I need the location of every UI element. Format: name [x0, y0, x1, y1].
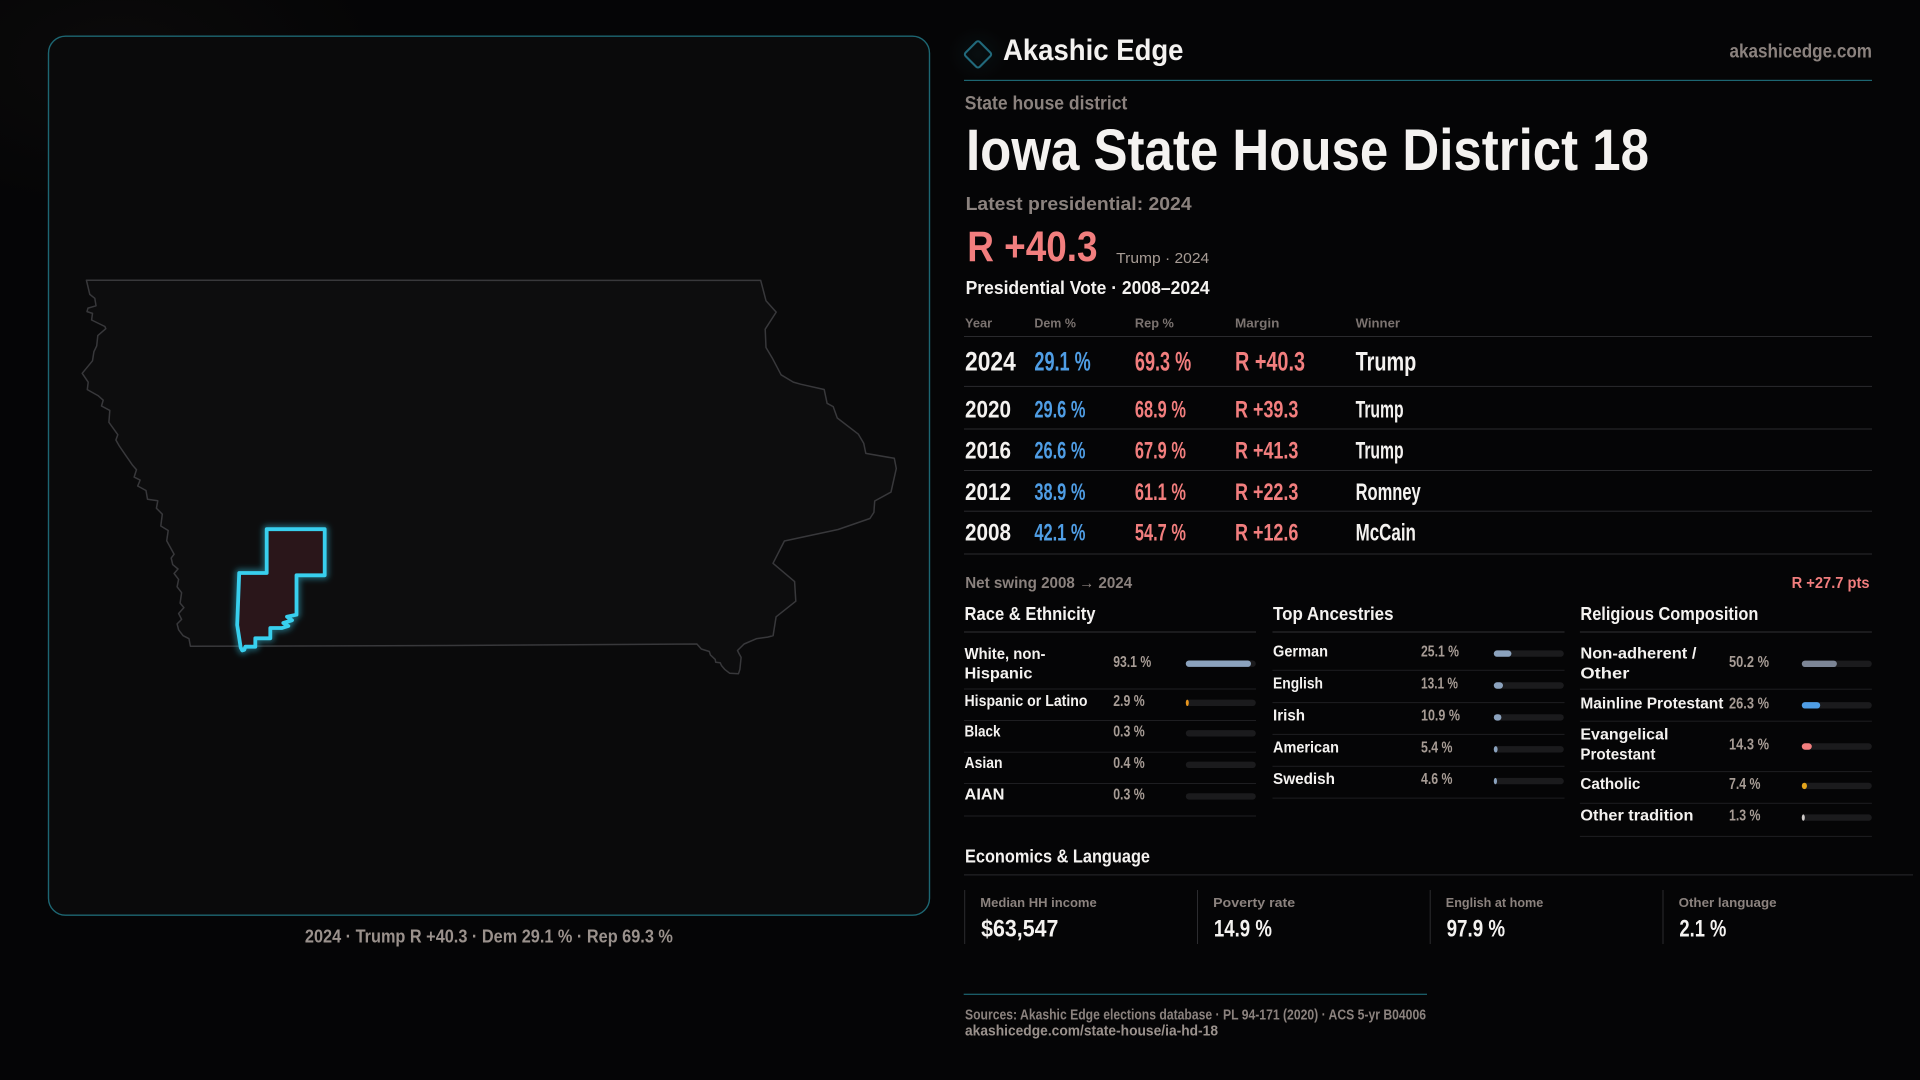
- svg-text:Hispanic or Latino: Hispanic or Latino: [965, 693, 1088, 710]
- svg-text:Mainline Protestant: Mainline Protestant: [1580, 695, 1724, 712]
- svg-text:R +41.3: R +41.3: [1235, 438, 1298, 465]
- svg-text:61.1 %: 61.1 %: [1135, 479, 1186, 506]
- svg-text:1.3 %: 1.3 %: [1729, 808, 1761, 825]
- svg-text:White, non-: White, non-: [965, 646, 1046, 663]
- svg-text:R +40.3: R +40.3: [1235, 347, 1305, 377]
- svg-text:2016: 2016: [965, 438, 1011, 465]
- svg-text:2.1 %: 2.1 %: [1679, 916, 1726, 943]
- svg-text:$63,547: $63,547: [981, 916, 1058, 943]
- svg-text:2020: 2020: [965, 396, 1011, 423]
- svg-text:Trump: Trump: [1356, 396, 1404, 423]
- svg-text:Latest presidential: 2024: Latest presidential: 2024: [966, 193, 1193, 214]
- svg-text:2012: 2012: [965, 479, 1011, 506]
- svg-text:Black: Black: [965, 723, 1001, 740]
- svg-text:Trump · 2024: Trump · 2024: [1116, 250, 1209, 267]
- svg-text:Romney: Romney: [1356, 479, 1422, 506]
- svg-text:Swedish: Swedish: [1273, 771, 1335, 788]
- svg-text:Religious Composition: Religious Composition: [1580, 603, 1758, 624]
- svg-text:26.3 %: 26.3 %: [1729, 695, 1769, 712]
- svg-text:German: German: [1273, 644, 1328, 661]
- svg-text:Year: Year: [965, 315, 992, 330]
- svg-text:Race & Ethnicity: Race & Ethnicity: [965, 603, 1097, 624]
- svg-text:AIAN: AIAN: [965, 787, 1005, 804]
- svg-text:R +39.3: R +39.3: [1235, 396, 1298, 423]
- svg-text:54.7 %: 54.7 %: [1135, 520, 1186, 547]
- svg-text:29.6 %: 29.6 %: [1034, 396, 1085, 423]
- svg-text:50.2 %: 50.2 %: [1729, 654, 1769, 671]
- svg-text:Trump: Trump: [1356, 438, 1404, 465]
- svg-text:67.9 %: 67.9 %: [1135, 438, 1186, 465]
- svg-text:Protestant: Protestant: [1580, 746, 1656, 763]
- svg-text:14.9 %: 14.9 %: [1214, 916, 1272, 943]
- svg-text:5.4 %: 5.4 %: [1421, 739, 1453, 756]
- svg-text:26.6 %: 26.6 %: [1034, 438, 1085, 465]
- svg-text:Presidential Vote · 2008–2024: Presidential Vote · 2008–2024: [966, 277, 1211, 298]
- svg-text:American: American: [1273, 739, 1339, 756]
- svg-text:Median HH income: Median HH income: [980, 895, 1096, 910]
- svg-text:14.3 %: 14.3 %: [1729, 737, 1769, 754]
- svg-text:38.9 %: 38.9 %: [1034, 479, 1085, 506]
- svg-text:2.9 %: 2.9 %: [1113, 693, 1145, 710]
- svg-text:State house district: State house district: [965, 93, 1128, 114]
- svg-text:7.4 %: 7.4 %: [1729, 776, 1761, 793]
- svg-text:English: English: [1273, 676, 1323, 693]
- svg-text:4.6 %: 4.6 %: [1421, 771, 1453, 788]
- svg-text:Asian: Asian: [965, 755, 1003, 772]
- svg-text:68.9 %: 68.9 %: [1135, 396, 1186, 423]
- svg-text:akashicedge.com: akashicedge.com: [1730, 41, 1873, 63]
- svg-text:Economics & Language: Economics & Language: [965, 846, 1150, 867]
- svg-text:Margin: Margin: [1235, 315, 1279, 330]
- svg-text:R +12.6: R +12.6: [1235, 520, 1298, 547]
- svg-text:Dem %: Dem %: [1034, 315, 1076, 330]
- svg-text:Akashic Edge: Akashic Edge: [1003, 34, 1184, 67]
- svg-text:42.1 %: 42.1 %: [1034, 520, 1085, 547]
- svg-text:Irish: Irish: [1273, 708, 1305, 725]
- svg-text:0.3 %: 0.3 %: [1113, 723, 1145, 740]
- svg-text:29.1 %: 29.1 %: [1034, 347, 1090, 377]
- svg-text:Other language: Other language: [1679, 895, 1777, 910]
- svg-text:Top Ancestries: Top Ancestries: [1273, 603, 1394, 624]
- svg-text:93.1 %: 93.1 %: [1113, 654, 1151, 671]
- svg-text:Winner: Winner: [1356, 315, 1400, 330]
- svg-text:Other tradition: Other tradition: [1580, 808, 1693, 825]
- svg-text:Catholic: Catholic: [1580, 776, 1640, 793]
- svg-text:Trump: Trump: [1356, 347, 1417, 377]
- svg-text:akashicedge.com/state-house/ia: akashicedge.com/state-house/ia-hd-18: [965, 1024, 1218, 1040]
- svg-text:McCain: McCain: [1356, 520, 1416, 547]
- svg-text:2008: 2008: [965, 520, 1011, 547]
- svg-text:R +22.3: R +22.3: [1235, 479, 1298, 506]
- svg-text:0.4 %: 0.4 %: [1113, 755, 1145, 772]
- svg-text:Poverty rate: Poverty rate: [1213, 895, 1295, 910]
- svg-text:10.9 %: 10.9 %: [1421, 708, 1460, 725]
- svg-text:Evangelical: Evangelical: [1580, 727, 1668, 744]
- svg-text:Rep %: Rep %: [1135, 315, 1174, 330]
- svg-text:69.3 %: 69.3 %: [1135, 347, 1191, 377]
- svg-text:R +27.7 pts: R +27.7 pts: [1792, 575, 1870, 592]
- svg-text:0.3 %: 0.3 %: [1113, 787, 1145, 804]
- svg-text:97.9 %: 97.9 %: [1447, 916, 1506, 943]
- svg-text:Hispanic: Hispanic: [965, 666, 1033, 683]
- svg-text:13.1 %: 13.1 %: [1421, 676, 1458, 693]
- svg-text:Non-adherent /: Non-adherent /: [1580, 646, 1697, 663]
- svg-text:25.1 %: 25.1 %: [1421, 644, 1459, 661]
- svg-text:English at home: English at home: [1446, 895, 1544, 910]
- svg-text:Sources: Akashic Edge election: Sources: Akashic Edge elections database…: [965, 1007, 1426, 1023]
- svg-text:R +40.3: R +40.3: [967, 224, 1097, 271]
- svg-text:Net swing 2008 → 2024: Net swing 2008 → 2024: [965, 575, 1132, 592]
- svg-text:2024: 2024: [965, 347, 1016, 377]
- svg-text:Iowa State House District 18: Iowa State House District 18: [966, 118, 1649, 183]
- svg-text:Other: Other: [1580, 665, 1629, 682]
- svg-text:2024 · Trump R +40.3 · Dem 29: 2024 · Trump R +40.3 · Dem 29.1 % · Rep …: [305, 926, 673, 946]
